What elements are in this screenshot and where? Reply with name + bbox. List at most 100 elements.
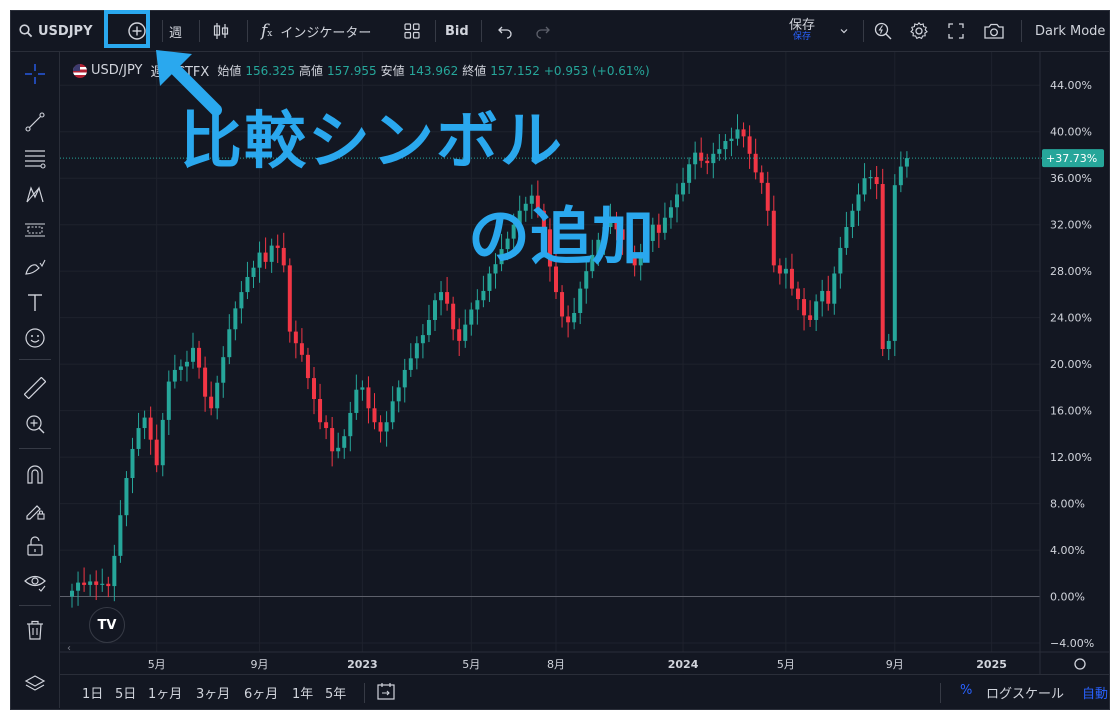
candle [414, 343, 419, 359]
range-button-5d[interactable]: 5日 [115, 687, 137, 702]
candle [747, 136, 752, 154]
candle [584, 271, 589, 289]
candle [856, 194, 861, 211]
candle [662, 217, 667, 233]
range-button-1d[interactable]: 1日 [82, 687, 104, 702]
candle [596, 239, 601, 255]
object-tree-tool[interactable] [23, 672, 47, 696]
plus-circle-icon [128, 22, 146, 40]
low-label: 安値 [380, 64, 405, 78]
candle [874, 177, 879, 185]
y-tick-label: 20.00% [1050, 358, 1092, 371]
legend-symbol[interactable]: USD/JPY [91, 63, 143, 78]
remove-drawings-tool[interactable] [23, 618, 47, 642]
axis-settings-gear-icon[interactable] [1074, 658, 1086, 670]
indicators-label: インジケーター [280, 25, 372, 41]
visibility-tool[interactable] [23, 570, 47, 594]
y-tick-label: 16.00% [1050, 405, 1092, 418]
undo-button[interactable] [497, 11, 513, 51]
y-tick-label: 36.00% [1050, 172, 1092, 185]
candle [166, 381, 171, 420]
candle [451, 303, 456, 330]
y-tick-label: 32.00% [1050, 219, 1092, 232]
brush-tool[interactable] [23, 254, 47, 278]
collapse-toolbar-handle[interactable]: ‹ [67, 643, 71, 654]
pattern-tool[interactable] [23, 182, 47, 206]
candle [281, 247, 286, 266]
last-value-label: +37.73% [1046, 152, 1097, 165]
toolbar-divider [364, 683, 365, 703]
candle [293, 331, 298, 344]
candle [366, 387, 371, 409]
lock-drawings-tool[interactable] [23, 498, 47, 522]
settings-button[interactable] [909, 11, 929, 51]
candle [251, 267, 256, 277]
emoji-tool[interactable] [23, 326, 47, 350]
fullscreen-button[interactable] [947, 11, 965, 51]
candle [487, 273, 492, 291]
tradingview-logo[interactable]: TV [89, 607, 125, 643]
symbol-search[interactable]: USDJPY [19, 11, 93, 51]
snapshot-button[interactable] [983, 11, 1005, 51]
zoom-tool[interactable] [23, 412, 47, 436]
range-button-6m[interactable]: 6ヶ月 [244, 687, 279, 702]
candle [124, 478, 129, 516]
range-button-5y[interactable]: 5年 [325, 687, 347, 702]
compare-symbol-button[interactable] [118, 11, 156, 51]
search-icon [19, 24, 33, 38]
price-chart[interactable]: 44.00% 40.00% 36.00% 32.00% 28.00% 24.00% 20.0… [60, 52, 1109, 674]
candle [820, 290, 825, 302]
candle [832, 273, 837, 304]
candle [233, 308, 238, 330]
magnet-tool[interactable] [23, 462, 47, 486]
candle [354, 389, 359, 413]
y-tick-label: 0.00% [1050, 591, 1085, 604]
go-to-date-button[interactable] [376, 681, 396, 705]
measure-range-tool[interactable] [23, 218, 47, 242]
trend-line-tool[interactable] [23, 110, 47, 134]
save-menu-dropdown[interactable] [839, 11, 849, 51]
percent-toggle[interactable]: % [960, 683, 973, 698]
interval-button[interactable]: 週 [169, 11, 182, 51]
indicators-button[interactable]: fx インジケーター [261, 11, 371, 51]
candle [608, 218, 613, 228]
auto-scale-toggle[interactable]: 自動 [1082, 687, 1109, 702]
candle [275, 245, 280, 248]
y-tick-label: 28.00% [1050, 265, 1092, 278]
range-button-3m[interactable]: 3ヶ月 [196, 687, 231, 702]
save-button[interactable]: 保存 保存 [789, 11, 815, 51]
candle [880, 184, 885, 350]
candle [614, 218, 619, 230]
range-button-1y[interactable]: 1年 [292, 687, 314, 702]
candle [118, 515, 123, 556]
candle [668, 207, 673, 218]
range-icon [25, 223, 45, 237]
log-scale-toggle[interactable]: ログスケール [986, 687, 1065, 702]
candle [287, 265, 292, 332]
candle [681, 182, 686, 195]
candlestick-icon [213, 23, 229, 39]
quick-search-button[interactable] [873, 11, 893, 51]
range-button-1m[interactable]: 1ヶ月 [148, 687, 183, 702]
calendar-icon [377, 683, 395, 700]
symbol-label: USDJPY [38, 23, 93, 39]
text-tool[interactable] [23, 290, 47, 314]
candle [330, 428, 335, 452]
candle [656, 224, 661, 233]
crosshair-tool[interactable] [23, 62, 47, 86]
chart-type-button[interactable] [211, 11, 231, 51]
candle [650, 224, 655, 241]
toolbar-divider [863, 20, 864, 42]
ruler-tool[interactable] [23, 376, 47, 400]
candle [632, 252, 637, 266]
theme-toggle[interactable]: Dark Mode [1035, 11, 1105, 51]
lock-tool[interactable] [23, 534, 47, 558]
candle [711, 153, 716, 164]
price-source-button[interactable]: Bid [445, 11, 469, 51]
redo-button[interactable] [535, 11, 551, 51]
candle [445, 292, 450, 304]
layouts-button[interactable] [403, 11, 421, 51]
open-value: 156.325 [245, 63, 295, 78]
candle [638, 254, 643, 266]
parallel-channel-tool[interactable] [23, 146, 47, 170]
